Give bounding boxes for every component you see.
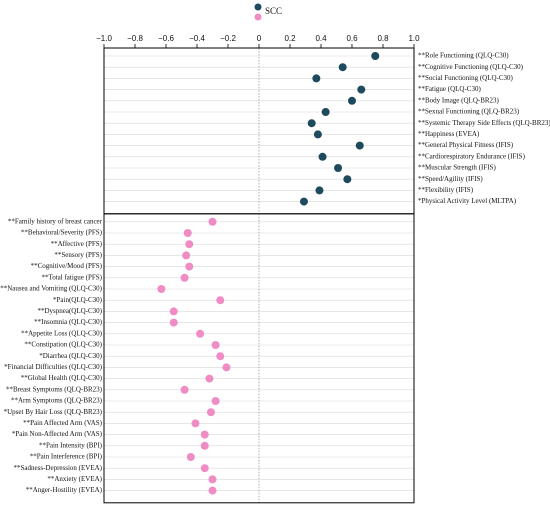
x-tick-label: −0.8 (127, 34, 143, 43)
row-label: **Flexibility (IFIS) (418, 186, 474, 194)
dot (200, 441, 209, 450)
dot (371, 52, 380, 60)
legend-label: SCC (265, 6, 282, 16)
dot (200, 430, 209, 439)
dot (180, 385, 189, 394)
x-tick-label: 0.6 (346, 34, 358, 43)
dot (216, 352, 225, 361)
row-label: **General Physical Fitness (IFIS) (418, 141, 514, 149)
dot (191, 419, 200, 428)
dot (348, 96, 356, 105)
row-label: *Physical Activity Level (MLTPA) (418, 197, 517, 205)
dot (211, 397, 220, 405)
row-label: **Sadness-Depression (EVEA) (14, 464, 103, 472)
dot (355, 141, 364, 150)
row-label: **Pain Interference (BPI) (30, 453, 103, 461)
row-label: **Dyspnea(QLQ-C30) (37, 307, 102, 315)
dot (315, 186, 324, 195)
row-label: **Cognitive Functioning (QLQ-C30) (418, 63, 524, 71)
dot (200, 464, 209, 473)
row-label: **Sensory (PFS) (54, 251, 102, 259)
dot (208, 475, 217, 484)
dot (307, 119, 316, 128)
row-label: *Diarrhea (QLQ-C30) (39, 352, 102, 360)
x-tick-label: 0.2 (284, 34, 296, 43)
dot (299, 197, 308, 206)
row-label: **Breast Symptoms (QLQ-BR23) (6, 385, 103, 393)
dot (334, 164, 343, 172)
row-label: *Upset By Hair Loss (QLQ-BR23) (4, 408, 103, 416)
dot (205, 374, 214, 383)
dot (169, 318, 178, 327)
row-label: *Financial Difficulties (QLQ-C30) (4, 363, 103, 371)
dot (208, 217, 217, 226)
row-label: **Family history of breast cancer (8, 217, 103, 225)
row-label: **Nausea and Vomiting (QLQ-C30) (0, 285, 102, 293)
row-label: **Affective (PFS) (51, 240, 103, 248)
dot (206, 408, 215, 417)
dot (312, 74, 321, 83)
row-label: **Insomnia (QLQ-C30) (34, 318, 103, 326)
row-label: **Muscular Strength (IFIS) (418, 164, 496, 172)
row-label: **Constipation (QLQ-C30) (24, 341, 102, 349)
legend-marker (254, 3, 262, 11)
dot (185, 240, 194, 249)
dot (182, 251, 191, 260)
row-label: **Happiness (EVEA) (418, 130, 480, 138)
dot (185, 262, 194, 271)
dot (180, 273, 189, 282)
row-label: **Systemic Therapy Side Effects (QLQ-BR2… (418, 119, 550, 127)
row-label: **Speed/Agility (IFIS) (418, 175, 483, 183)
dot (343, 175, 352, 184)
row-label: **Social Functioning (QLQ-C30) (418, 74, 514, 82)
dot (157, 285, 166, 293)
row-label: **Body Image (QLQ-BR23) (418, 96, 500, 104)
dot (183, 229, 192, 237)
row-label: *Pain(QLQ-C30) (53, 296, 103, 304)
row-label: **Cardiorespiratory Endurance (IFIS) (418, 152, 526, 160)
dot (196, 329, 205, 338)
dot (321, 108, 330, 116)
dot (169, 307, 178, 316)
dot (208, 486, 217, 495)
dot (186, 453, 195, 461)
x-tick-label: −0.6 (158, 34, 174, 43)
row-label: **Fatigue (QLQ-C30) (418, 85, 481, 93)
row-label: **Pain Affected Arm (VAS) (23, 419, 103, 427)
x-tick-label: 0.4 (315, 34, 327, 43)
dot (216, 296, 225, 305)
panel-frame (103, 213, 415, 504)
row-label: **Global Health (QLQ-C30) (21, 374, 103, 382)
row-label: **Anxiety (EVEA) (47, 475, 102, 483)
dot (357, 85, 366, 94)
row-label: **Anger-Hostility (EVEA) (26, 486, 103, 494)
row-label: **Sexual Functioning (QLQ-BR23) (418, 108, 520, 116)
legend-marker (254, 13, 262, 21)
dot (222, 363, 231, 372)
dot (338, 63, 347, 72)
x-tick-label: 0.8 (377, 34, 389, 43)
row-label: **Cognitive/Mood (PFS) (31, 262, 103, 270)
x-tick-label: −0.4 (189, 34, 205, 43)
row-label: **Pain Intensity (BPI) (39, 441, 103, 449)
dot (318, 152, 327, 161)
row-label: **Arm Symptoms (QLQ-BR23) (11, 397, 103, 405)
x-tick-label: −0.2 (220, 34, 236, 43)
row-label: **Appetite Loss (QLQ-C30) (21, 329, 103, 337)
dot (313, 130, 322, 139)
dot (211, 341, 220, 349)
row-label: **Total fatigue (PFS) (41, 273, 102, 281)
x-tick-label: −1.0 (96, 34, 112, 43)
row-label: **Behavioral/Severity (PFS) (21, 229, 103, 237)
row-label: *Pain Non-Affected Arm (VAS) (12, 430, 103, 438)
x-tick-label: 1.0 (408, 34, 420, 43)
row-label: **Role Functioning (QLQ-C30) (418, 52, 509, 60)
x-tick-label: 0 (257, 34, 262, 43)
